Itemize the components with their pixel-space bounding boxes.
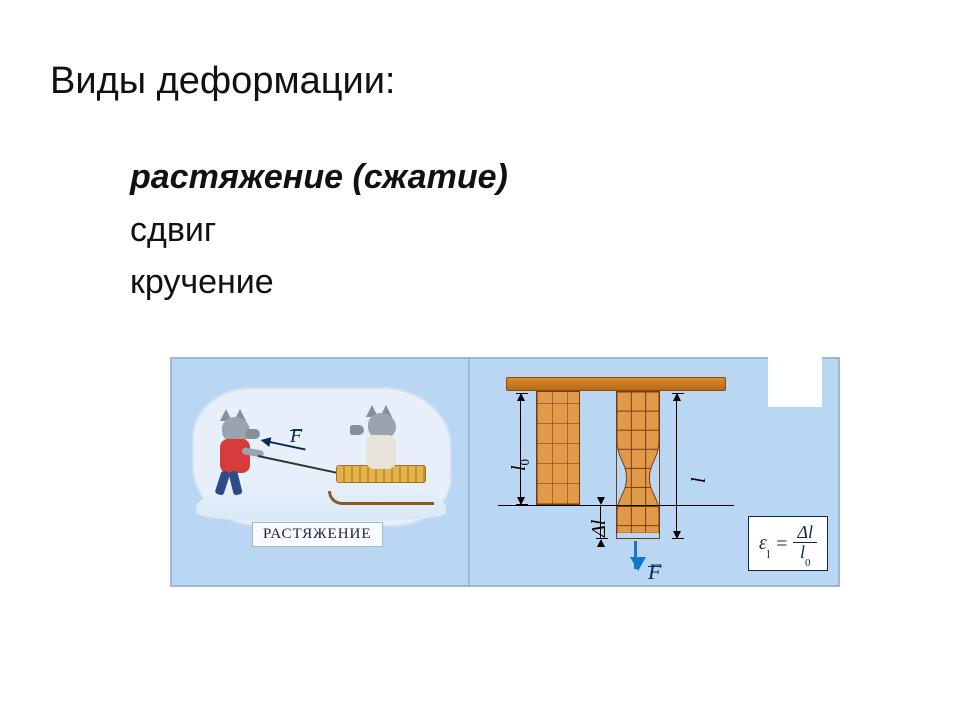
formula-equals: =: [776, 533, 787, 556]
baseline: [498, 505, 734, 506]
panel-caption: РАСТЯЖЕНИЕ: [252, 522, 383, 547]
wolf-sitting-icon: [358, 413, 408, 491]
formula-numerator: Δl: [793, 523, 817, 543]
formula-epsilon: ε: [759, 532, 767, 554]
list-item-tension: растяжение (сжатие): [130, 151, 910, 204]
column-original: [536, 391, 580, 505]
formula-box: εl = Δl l0: [748, 516, 828, 571]
label-delta-l: Δl: [588, 520, 611, 537]
force-label: F: [290, 425, 302, 448]
white-gap: [768, 357, 822, 407]
label-l: l: [688, 478, 711, 484]
wolf-pulling-icon: [212, 417, 262, 495]
column-deformed: [616, 391, 660, 539]
slide-title: Виды деформации:: [50, 60, 910, 103]
dimension-l0: [520, 393, 534, 505]
figure-row: F РАСТЯЖЕНИЕ: [170, 357, 910, 587]
support-beam: [506, 377, 726, 391]
label-l0: l0: [508, 459, 531, 471]
list-item-shear: сдвиг: [130, 204, 910, 257]
slide: Виды деформации: растяжение (сжатие) сдв…: [0, 0, 960, 720]
column-deformed-shape-icon: [617, 392, 659, 533]
panel-tension-illustration: F РАСТЯЖЕНИЕ: [170, 357, 470, 587]
strain-formula: εl = Δl l0: [759, 523, 817, 566]
force-arrow-down-icon: [634, 541, 637, 569]
list-item-torsion: кручение: [130, 256, 910, 309]
panel-compression-diagram: l0 Δl l F: [470, 357, 840, 587]
dimension-l: [676, 393, 690, 539]
compression-diagram: l0 Δl l F: [516, 377, 716, 567]
formula-denominator: l0: [796, 543, 815, 566]
deformation-types-list: растяжение (сжатие) сдвиг кручение: [130, 151, 910, 309]
formula-fraction: Δl l0: [793, 523, 817, 566]
force-label-down: F: [648, 559, 661, 585]
